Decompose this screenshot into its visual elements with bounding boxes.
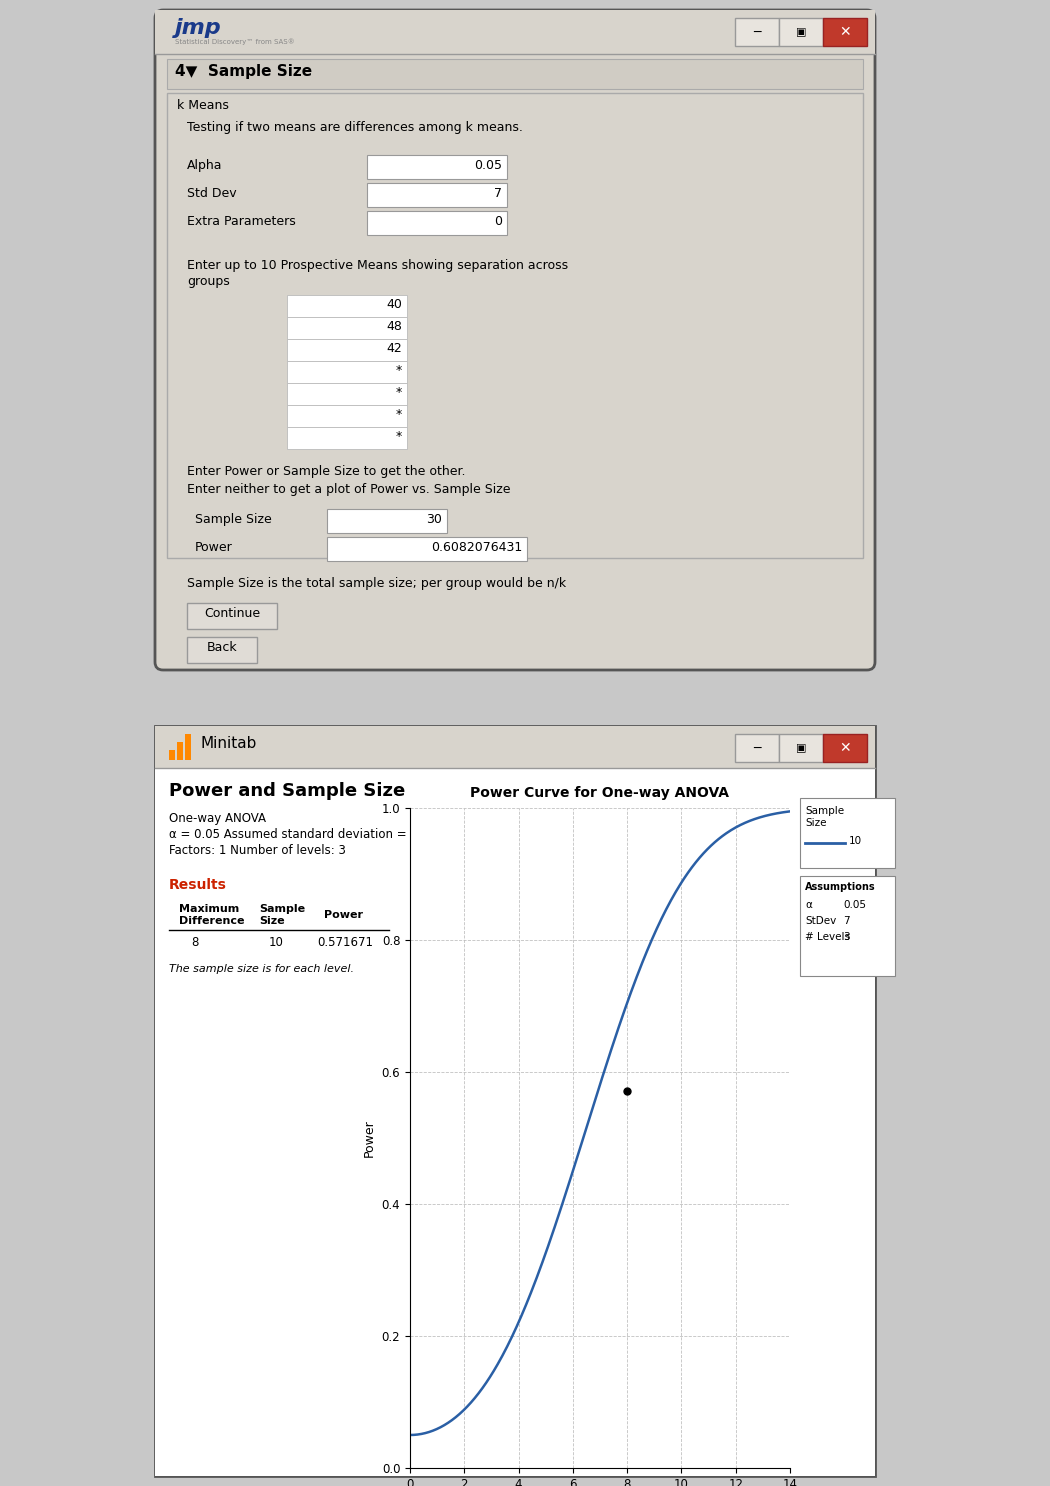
Text: 0.05: 0.05 bbox=[474, 159, 502, 172]
Title: Power Curve for One-way ANOVA: Power Curve for One-way ANOVA bbox=[470, 786, 730, 799]
Bar bbox=[779, 734, 823, 762]
Y-axis label: Power: Power bbox=[363, 1119, 376, 1158]
Text: 8: 8 bbox=[191, 936, 198, 950]
Text: Enter neither to get a plot of Power vs. Sample Size: Enter neither to get a plot of Power vs.… bbox=[187, 483, 510, 496]
Text: 10: 10 bbox=[849, 837, 862, 846]
Text: 0.571671: 0.571671 bbox=[317, 936, 373, 950]
Text: *: * bbox=[396, 364, 402, 377]
Text: StDev: StDev bbox=[805, 915, 836, 926]
Text: *: * bbox=[396, 409, 402, 421]
Bar bbox=[735, 18, 779, 46]
Text: Results: Results bbox=[169, 878, 227, 892]
Text: Alpha: Alpha bbox=[187, 159, 223, 172]
Text: 30: 30 bbox=[426, 513, 442, 526]
Bar bbox=[155, 10, 875, 53]
Bar bbox=[185, 734, 191, 759]
Text: Power: Power bbox=[195, 541, 233, 554]
Text: α: α bbox=[805, 901, 812, 909]
Text: *: * bbox=[396, 386, 402, 400]
Bar bbox=[823, 734, 867, 762]
Text: One-way ANOVA: One-way ANOVA bbox=[169, 811, 266, 825]
Bar bbox=[823, 18, 867, 46]
Text: Factors: 1 Number of levels: 3: Factors: 1 Number of levels: 3 bbox=[169, 844, 345, 857]
Text: ─: ─ bbox=[753, 742, 761, 755]
Bar bbox=[155, 727, 875, 768]
Text: 48: 48 bbox=[386, 319, 402, 333]
FancyBboxPatch shape bbox=[155, 10, 875, 670]
Bar bbox=[287, 339, 407, 361]
Bar bbox=[735, 734, 779, 762]
Text: *: * bbox=[396, 429, 402, 443]
Text: 0: 0 bbox=[494, 215, 502, 227]
Text: jmp: jmp bbox=[175, 18, 222, 39]
Text: The sample size is for each level.: The sample size is for each level. bbox=[169, 964, 354, 973]
Text: Continue: Continue bbox=[204, 606, 260, 620]
Text: Sample: Sample bbox=[259, 903, 306, 914]
Text: Std Dev: Std Dev bbox=[187, 187, 236, 201]
Text: 7: 7 bbox=[843, 915, 849, 926]
Text: 0.05: 0.05 bbox=[843, 901, 866, 909]
Bar bbox=[368, 211, 507, 235]
Bar bbox=[287, 406, 407, 426]
Bar bbox=[779, 18, 823, 46]
Text: ▣: ▣ bbox=[796, 27, 806, 37]
Text: Extra Parameters: Extra Parameters bbox=[187, 215, 296, 227]
Bar bbox=[327, 536, 527, 562]
Text: Statistical Discovery™ from SAS®: Statistical Discovery™ from SAS® bbox=[175, 39, 295, 45]
Bar bbox=[368, 155, 507, 178]
Text: Sample: Sample bbox=[805, 805, 844, 816]
Text: 7: 7 bbox=[494, 187, 502, 201]
Bar bbox=[167, 94, 863, 559]
Bar bbox=[167, 59, 863, 89]
Text: Size: Size bbox=[805, 817, 826, 828]
Text: Enter up to 10 Prospective Means showing separation across: Enter up to 10 Prospective Means showing… bbox=[187, 259, 568, 272]
Bar bbox=[287, 361, 407, 383]
Text: ─: ─ bbox=[753, 25, 761, 39]
Bar bbox=[155, 768, 875, 1476]
Text: Sample Size: Sample Size bbox=[195, 513, 272, 526]
Bar bbox=[169, 750, 175, 759]
Text: Power: Power bbox=[324, 909, 363, 920]
Bar bbox=[287, 296, 407, 317]
Text: Maximum: Maximum bbox=[178, 903, 239, 914]
Bar bbox=[177, 742, 183, 759]
Text: ▣: ▣ bbox=[796, 743, 806, 753]
Bar bbox=[287, 383, 407, 406]
Bar bbox=[287, 426, 407, 449]
Text: 10: 10 bbox=[269, 936, 284, 950]
Text: # Levels: # Levels bbox=[805, 932, 851, 942]
Text: 0.6082076431: 0.6082076431 bbox=[430, 541, 522, 554]
Bar bbox=[187, 637, 257, 663]
Text: Sample Size is the total sample size; per group would be n/k: Sample Size is the total sample size; pe… bbox=[187, 577, 566, 590]
Text: Enter Power or Sample Size to get the other.: Enter Power or Sample Size to get the ot… bbox=[187, 465, 465, 478]
Text: 42: 42 bbox=[386, 342, 402, 355]
Text: ✕: ✕ bbox=[839, 742, 850, 755]
Text: α = 0.05 Assumed standard deviation = 7: α = 0.05 Assumed standard deviation = 7 bbox=[169, 828, 418, 841]
Bar bbox=[187, 603, 277, 629]
Text: Assumptions: Assumptions bbox=[805, 883, 876, 892]
Text: 4▼  Sample Size: 4▼ Sample Size bbox=[175, 64, 312, 79]
Text: k Means: k Means bbox=[177, 100, 229, 111]
Bar bbox=[800, 798, 895, 868]
Text: Difference: Difference bbox=[178, 915, 245, 926]
Bar bbox=[327, 510, 447, 533]
Text: Minitab: Minitab bbox=[201, 736, 257, 750]
Text: Testing if two means are differences among k means.: Testing if two means are differences amo… bbox=[187, 120, 523, 134]
Text: ✕: ✕ bbox=[839, 25, 850, 39]
Text: Power and Sample Size: Power and Sample Size bbox=[169, 782, 405, 799]
Text: 40: 40 bbox=[386, 299, 402, 311]
Bar bbox=[800, 877, 895, 976]
Text: groups: groups bbox=[187, 275, 230, 288]
Text: 3: 3 bbox=[843, 932, 849, 942]
Text: Back: Back bbox=[207, 640, 237, 654]
Bar bbox=[155, 727, 875, 1476]
Bar bbox=[368, 183, 507, 207]
Bar bbox=[287, 317, 407, 339]
Text: Size: Size bbox=[259, 915, 285, 926]
